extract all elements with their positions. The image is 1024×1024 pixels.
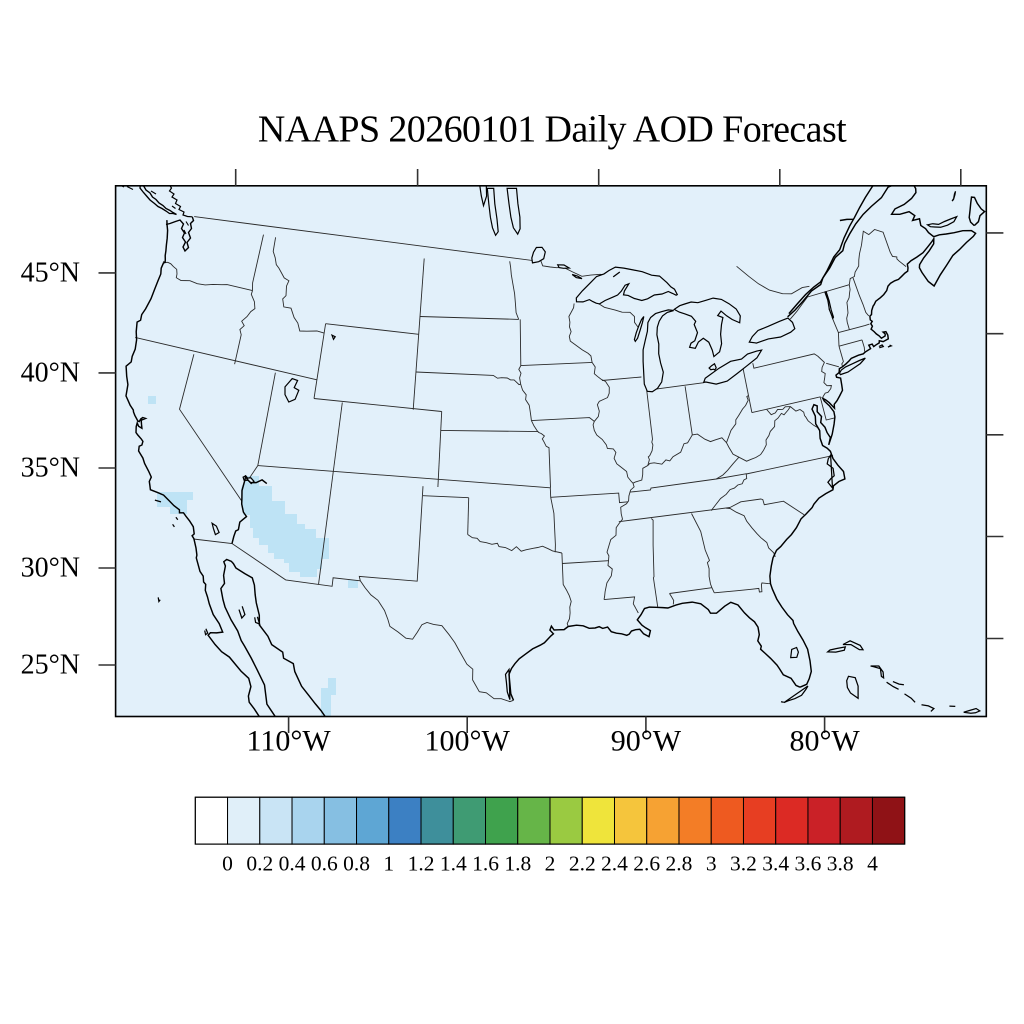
svg-text:3: 3 [706, 852, 717, 876]
svg-text:2.4: 2.4 [601, 852, 628, 876]
svg-text:2.6: 2.6 [633, 852, 660, 876]
svg-text:0: 0 [222, 852, 233, 876]
svg-text:1.4: 1.4 [440, 852, 467, 876]
svg-text:NAAPS 20260101 Daily AOD Forec: NAAPS 20260101 Daily AOD Forecast [258, 109, 847, 151]
svg-text:110°W: 110°W [246, 725, 331, 758]
svg-text:90°W: 90°W [611, 725, 682, 758]
svg-text:40°N: 40°N [21, 358, 80, 389]
svg-text:35°N: 35°N [21, 453, 80, 484]
svg-text:1.8: 1.8 [504, 852, 531, 876]
svg-text:3.2: 3.2 [730, 852, 757, 876]
svg-text:0.6: 0.6 [311, 852, 338, 876]
svg-text:1.6: 1.6 [472, 852, 499, 876]
svg-text:2.2: 2.2 [569, 852, 596, 876]
svg-text:3.8: 3.8 [827, 852, 854, 876]
svg-text:45°N: 45°N [21, 258, 80, 289]
svg-text:100°W: 100°W [425, 725, 511, 758]
svg-text:1.2: 1.2 [408, 852, 435, 876]
svg-text:4: 4 [867, 852, 878, 876]
svg-text:0.2: 0.2 [246, 852, 273, 876]
svg-text:2.8: 2.8 [666, 852, 693, 876]
svg-text:2: 2 [545, 852, 556, 876]
svg-text:30°N: 30°N [21, 553, 80, 584]
svg-text:25°N: 25°N [21, 650, 80, 681]
svg-text:80°W: 80°W [789, 725, 860, 758]
svg-text:0.8: 0.8 [343, 852, 370, 876]
svg-text:0.4: 0.4 [279, 852, 306, 876]
svg-text:3.6: 3.6 [795, 852, 822, 876]
svg-text:3.4: 3.4 [762, 852, 789, 876]
svg-text:1: 1 [383, 852, 394, 876]
